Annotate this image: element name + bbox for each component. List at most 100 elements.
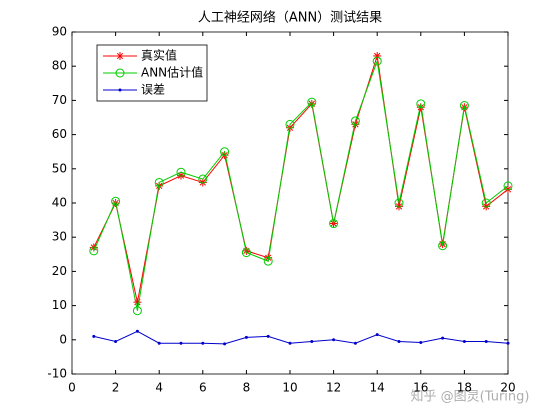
marker-dot — [419, 341, 423, 345]
legend-label: 误差 — [141, 83, 165, 97]
marker-dot — [266, 334, 270, 338]
marker-stroke — [265, 254, 272, 261]
marker — [459, 101, 469, 111]
marker-stroke — [286, 124, 294, 131]
marker-dot — [310, 340, 314, 344]
marker-stroke — [504, 186, 512, 193]
marker-dot — [375, 333, 379, 337]
marker-stroke — [221, 151, 228, 159]
watermark: 知乎 @图灵(Turing) — [411, 389, 530, 405]
marker-circle — [394, 198, 404, 208]
marker — [462, 340, 466, 344]
marker-dot — [484, 340, 488, 344]
y-tick-label: 60 — [52, 127, 67, 141]
marker — [135, 329, 139, 333]
marker-stroke — [483, 203, 490, 210]
marker-circle — [307, 97, 317, 107]
x-tick-label: 18 — [457, 381, 472, 395]
marker — [441, 336, 445, 340]
marker — [307, 97, 317, 107]
marker-circle — [241, 248, 251, 258]
marker — [111, 196, 121, 206]
marker — [116, 52, 124, 60]
marker-stroke — [417, 104, 424, 111]
x-tick-label: 14 — [370, 381, 385, 395]
marker-stroke — [199, 179, 206, 186]
marker-stroke — [395, 203, 403, 210]
marker — [481, 198, 491, 208]
marker — [350, 116, 360, 126]
marker-dot — [288, 341, 292, 345]
marker-dot — [118, 88, 122, 92]
marker-circle — [285, 119, 295, 129]
marker — [132, 306, 142, 316]
marker-circle — [329, 219, 339, 229]
marker-stroke — [177, 172, 185, 179]
marker — [484, 340, 488, 344]
marker-stroke — [116, 52, 124, 60]
marker-circle — [132, 306, 142, 316]
marker-circle — [263, 256, 273, 266]
marker-circle — [198, 174, 208, 184]
x-tick-label: 16 — [413, 381, 428, 395]
marker-circle — [481, 198, 491, 208]
y-tick-label: 10 — [52, 298, 67, 312]
marker — [157, 341, 161, 345]
marker-circle — [372, 56, 382, 66]
y-tick-label: 40 — [52, 196, 67, 210]
y-tick-label: 80 — [52, 59, 67, 73]
marker — [416, 99, 426, 109]
chart-title: 人工神经网络（ANN）测试结果 — [198, 10, 382, 26]
marker — [438, 241, 448, 251]
y-tick-label: 70 — [52, 93, 67, 107]
marker-dot — [332, 338, 336, 342]
marker — [506, 341, 510, 345]
x-tick-label: 4 — [155, 381, 163, 395]
marker — [288, 341, 292, 345]
series-line — [93, 330, 509, 345]
marker — [285, 119, 295, 129]
marker — [372, 56, 382, 66]
marker-dot — [135, 329, 139, 333]
x-tick-label: 12 — [326, 381, 341, 395]
y-tick-label: 30 — [52, 230, 67, 244]
x-tick-label: 10 — [282, 381, 297, 395]
marker-dot — [223, 342, 227, 346]
marker-dot — [179, 341, 183, 345]
marker — [332, 338, 336, 342]
marker-circle — [176, 167, 186, 177]
marker — [92, 334, 96, 338]
y-tick-label: 90 — [52, 25, 67, 39]
marker-circle — [115, 68, 125, 78]
x-tick-label: 8 — [243, 381, 251, 395]
marker-dot — [157, 341, 161, 345]
y-tick-label: 20 — [52, 264, 67, 278]
marker — [241, 248, 251, 258]
marker — [310, 340, 314, 344]
marker — [263, 256, 273, 266]
marker — [154, 177, 164, 187]
marker-circle — [503, 181, 513, 191]
marker — [198, 174, 208, 184]
marker-circle — [154, 177, 164, 187]
marker — [394, 198, 404, 208]
x-tick-label: 2 — [112, 381, 120, 395]
marker — [220, 147, 230, 157]
marker-circle — [89, 246, 99, 256]
y-tick-label: 50 — [52, 161, 67, 175]
marker — [329, 219, 339, 229]
x-tick-label: 20 — [500, 381, 515, 395]
marker-circle — [416, 99, 426, 109]
marker-stroke — [156, 182, 163, 190]
marker-dot — [92, 334, 96, 338]
marker-dot — [244, 335, 248, 339]
marker — [266, 334, 270, 338]
marker-dot — [462, 340, 466, 344]
y-tick-label: 0 — [59, 332, 67, 346]
marker — [179, 341, 183, 345]
marker-circle — [111, 196, 121, 206]
marker — [89, 246, 99, 256]
marker-circle — [350, 116, 360, 126]
x-tick-label: 6 — [199, 381, 207, 395]
